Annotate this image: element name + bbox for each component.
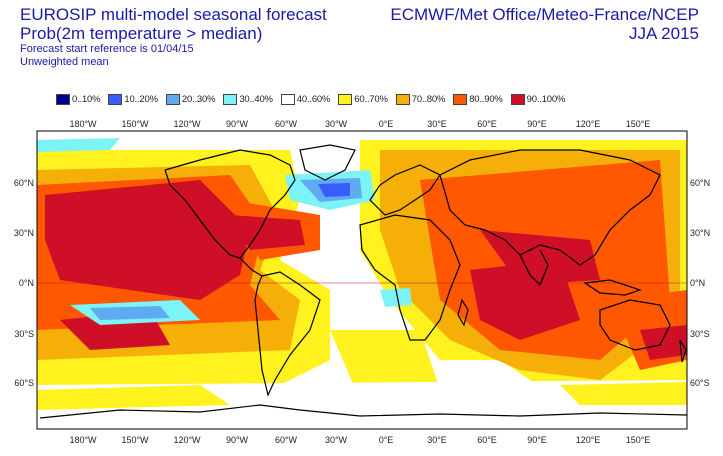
coast-india [519, 249, 549, 287]
lon-label: 60°E [477, 435, 497, 445]
map-title: EUROSIP multi-model seasonal forecast [20, 5, 327, 24]
legend-label: 40..60% [296, 94, 331, 105]
legend-label: 30..40% [239, 94, 273, 105]
legend-label: 0..10% [72, 94, 101, 105]
legend-item: 0..10% [56, 94, 101, 105]
lon-label: 60°W [275, 435, 298, 445]
lon-label: 90°E [527, 119, 547, 129]
lon-label: 30°W [325, 435, 348, 445]
legend-swatch [223, 94, 238, 105]
lat-label: 60°S [690, 378, 710, 388]
season-label: JJA 2015 [629, 24, 699, 43]
legend-item: 30..40% [223, 94, 273, 105]
lon-label: 150°E [626, 435, 651, 445]
field-blue-northatlantic [318, 183, 350, 197]
lon-label: 0°E [379, 435, 394, 445]
legend-swatch [510, 94, 525, 105]
lon-label: 30°W [325, 119, 348, 129]
field-yellow-southernocean-2 [560, 382, 687, 405]
title-block-right: ECMWF/Met Office/Meteo-France/NCEP JJA 2… [390, 6, 699, 44]
lon-label: 120°W [173, 119, 201, 129]
centres-label: ECMWF/Met Office/Meteo-France/NCEP [390, 5, 699, 24]
legend-swatch [395, 94, 410, 105]
legend-swatch [280, 94, 295, 105]
lon-label: 60°E [477, 119, 497, 129]
coast-south-america [254, 271, 321, 397]
lon-label: 180°W [69, 119, 97, 129]
lat-label: 30°S [14, 329, 34, 339]
map-variable: Prob(2m temperature > median) [20, 24, 263, 43]
field-darkred-pacific [45, 180, 250, 300]
lon-label: 120°W [173, 435, 201, 445]
coastlines [39, 144, 687, 419]
field-yellow-southernocean [37, 385, 230, 410]
lat-label: 0°N [690, 278, 705, 288]
field-darkred-atlantic [230, 215, 305, 250]
forecast-start: Forecast start reference is 01/04/15 [20, 43, 194, 55]
legend: 0..10% 10..20% 20..30% 30..40% 40..60% 60..70… [56, 94, 573, 105]
map-frame [36, 130, 688, 430]
lon-label: 150°E [626, 119, 651, 129]
coast-australia [599, 299, 671, 351]
legend-item: 90..100% [510, 94, 566, 105]
legend-item: 40..60% [280, 94, 331, 105]
lon-label: 90°E [527, 435, 547, 445]
lon-labels-bottom: 180°W 150°W 120°W 90°W 60°W 30°W 0°E 30°E 60°E 90… [69, 435, 650, 445]
legend-label: 70..80% [411, 94, 446, 105]
lon-label: 0°E [379, 119, 394, 129]
legend-item: 80..90% [453, 94, 503, 105]
coast-indonesia [583, 279, 642, 296]
lat-labels-right: 60°N 30°N 0°N 30°S 60°S [690, 178, 710, 388]
lon-label: 30°E [427, 119, 447, 129]
coast-north-america [164, 149, 296, 277]
legend-label: 80..90% [469, 94, 503, 105]
legend-item: 60..70% [338, 94, 388, 105]
title-block-left: EUROSIP multi-model seasonal forecast Pr… [20, 6, 327, 68]
lon-label: 150°W [121, 119, 149, 129]
legend-item: 10..20% [108, 94, 158, 105]
lon-label: 60°W [275, 119, 298, 129]
field-darkred-asia [480, 230, 600, 285]
legend-label: 20..30% [181, 94, 216, 105]
field-cyan-southatlantic [380, 288, 412, 307]
coast-africa [359, 214, 461, 341]
legend-label: 90..100% [526, 94, 566, 105]
lat-label: 60°N [14, 178, 34, 188]
legend-swatch [338, 94, 353, 105]
coast-greenland [299, 144, 356, 181]
coast-europe [369, 164, 441, 216]
lon-label: 90°W [226, 119, 249, 129]
lat-labels-left: 60°N 30°N 0°N 30°S 60°S [14, 178, 34, 388]
legend-label: 10..20% [124, 94, 158, 105]
coast-madagascar [457, 298, 469, 327]
legend-item: 20..30% [165, 94, 216, 105]
lat-label: 0°N [19, 278, 34, 288]
field-darkred-austral [640, 325, 687, 360]
coast-asia [439, 149, 661, 266]
weighting-note: Unweighted mean [20, 56, 109, 68]
coast-antarctica [39, 404, 687, 419]
legend-swatch [453, 94, 468, 105]
legend-item: 70..80% [395, 94, 446, 105]
lat-label: 30°S [690, 329, 710, 339]
legend-label: 60..70% [354, 94, 388, 105]
lon-label: 150°W [121, 435, 149, 445]
lat-label: 60°S [14, 378, 34, 388]
lat-label: 30°N [690, 228, 710, 238]
lon-label: 120°E [576, 435, 601, 445]
legend-swatch [165, 94, 180, 105]
lon-labels-top: 180°W 150°W 120°W 90°W 60°W 30°W 0°E 30°E 60°E 90… [69, 119, 650, 129]
lat-label: 30°N [14, 228, 34, 238]
legend-swatch [108, 94, 123, 105]
lon-label: 90°W [226, 435, 249, 445]
lon-label: 120°E [576, 119, 601, 129]
lon-label: 180°W [69, 435, 97, 445]
lon-label: 30°E [427, 435, 447, 445]
coast-newzealand [679, 339, 687, 363]
legend-swatch [56, 94, 70, 105]
field-cyan-arctic [37, 138, 120, 152]
field-lightblue-southpacific [90, 306, 170, 320]
lat-label: 60°N [690, 178, 710, 188]
